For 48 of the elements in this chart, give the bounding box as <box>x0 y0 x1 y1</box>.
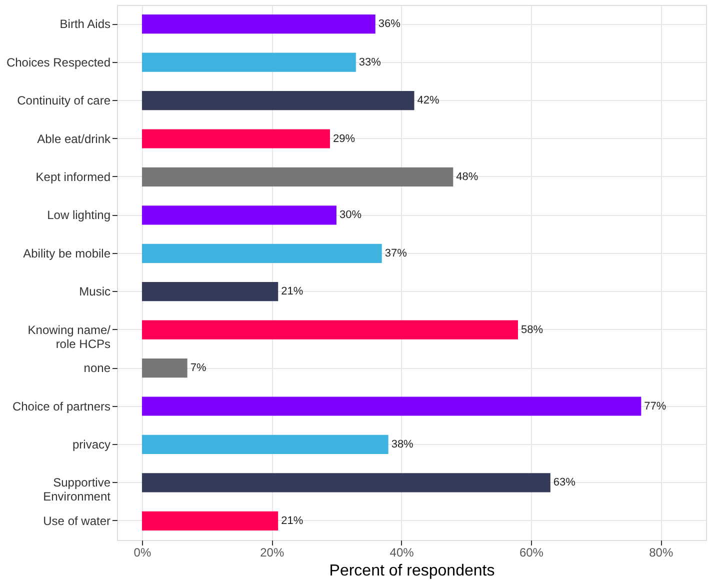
data-label: 77% <box>644 400 666 412</box>
bar <box>142 320 518 340</box>
y-tick-label: privacy <box>72 437 110 452</box>
data-label: 7% <box>190 362 206 374</box>
data-label: 38% <box>391 438 414 450</box>
y-tick-label: Choices Respected <box>6 55 110 70</box>
bar <box>142 14 376 34</box>
data-label: 48% <box>456 170 478 183</box>
data-label: 58% <box>520 324 544 336</box>
bar <box>142 473 550 492</box>
data-label: 21% <box>281 514 304 527</box>
bar <box>142 129 330 148</box>
x-tick-label: 40% <box>390 546 414 560</box>
bar <box>142 90 414 110</box>
data-label: 37% <box>384 247 408 260</box>
x-axis-title: Percent of respondents <box>329 562 495 580</box>
y-tick-label: Continuity of care <box>17 94 111 108</box>
bar <box>142 358 188 378</box>
y-tick-label: Supportive Environment <box>43 476 112 504</box>
y-tick-label: Able eat/drink <box>37 132 112 146</box>
bar <box>142 396 642 416</box>
bar <box>142 167 454 187</box>
bar <box>142 52 356 72</box>
y-tick-label: Use of water <box>43 514 111 528</box>
data-label: 30% <box>339 209 362 222</box>
x-tick-label: 0% <box>134 546 152 560</box>
y-tick-label: Ability be mobile <box>23 246 111 260</box>
x-tick-label: 20% <box>260 546 284 560</box>
y-tick-label: Choice of partners <box>12 399 110 414</box>
x-tick-label: 60% <box>519 546 544 560</box>
y-tick-label: Birth Aids <box>60 17 110 32</box>
data-label: 33% <box>358 56 382 68</box>
y-tick-label: Low lighting <box>47 208 110 222</box>
data-label: 29% <box>332 132 356 145</box>
bar <box>142 206 336 225</box>
y-tick-label: Knowing name/ role HCPs <box>28 322 112 351</box>
y-tick-label: Kept informed <box>36 170 110 184</box>
y-tick-label: none <box>84 361 111 376</box>
y-tick-label: Music <box>79 284 110 299</box>
data-label: 63% <box>553 476 576 489</box>
bar <box>142 511 278 530</box>
data-label: 36% <box>378 18 401 30</box>
bar <box>142 244 382 263</box>
x-tick-label: 80% <box>649 546 674 560</box>
bar <box>142 434 388 454</box>
bar <box>142 282 278 302</box>
data-label: 21% <box>281 286 304 298</box>
data-label: 42% <box>417 94 440 107</box>
